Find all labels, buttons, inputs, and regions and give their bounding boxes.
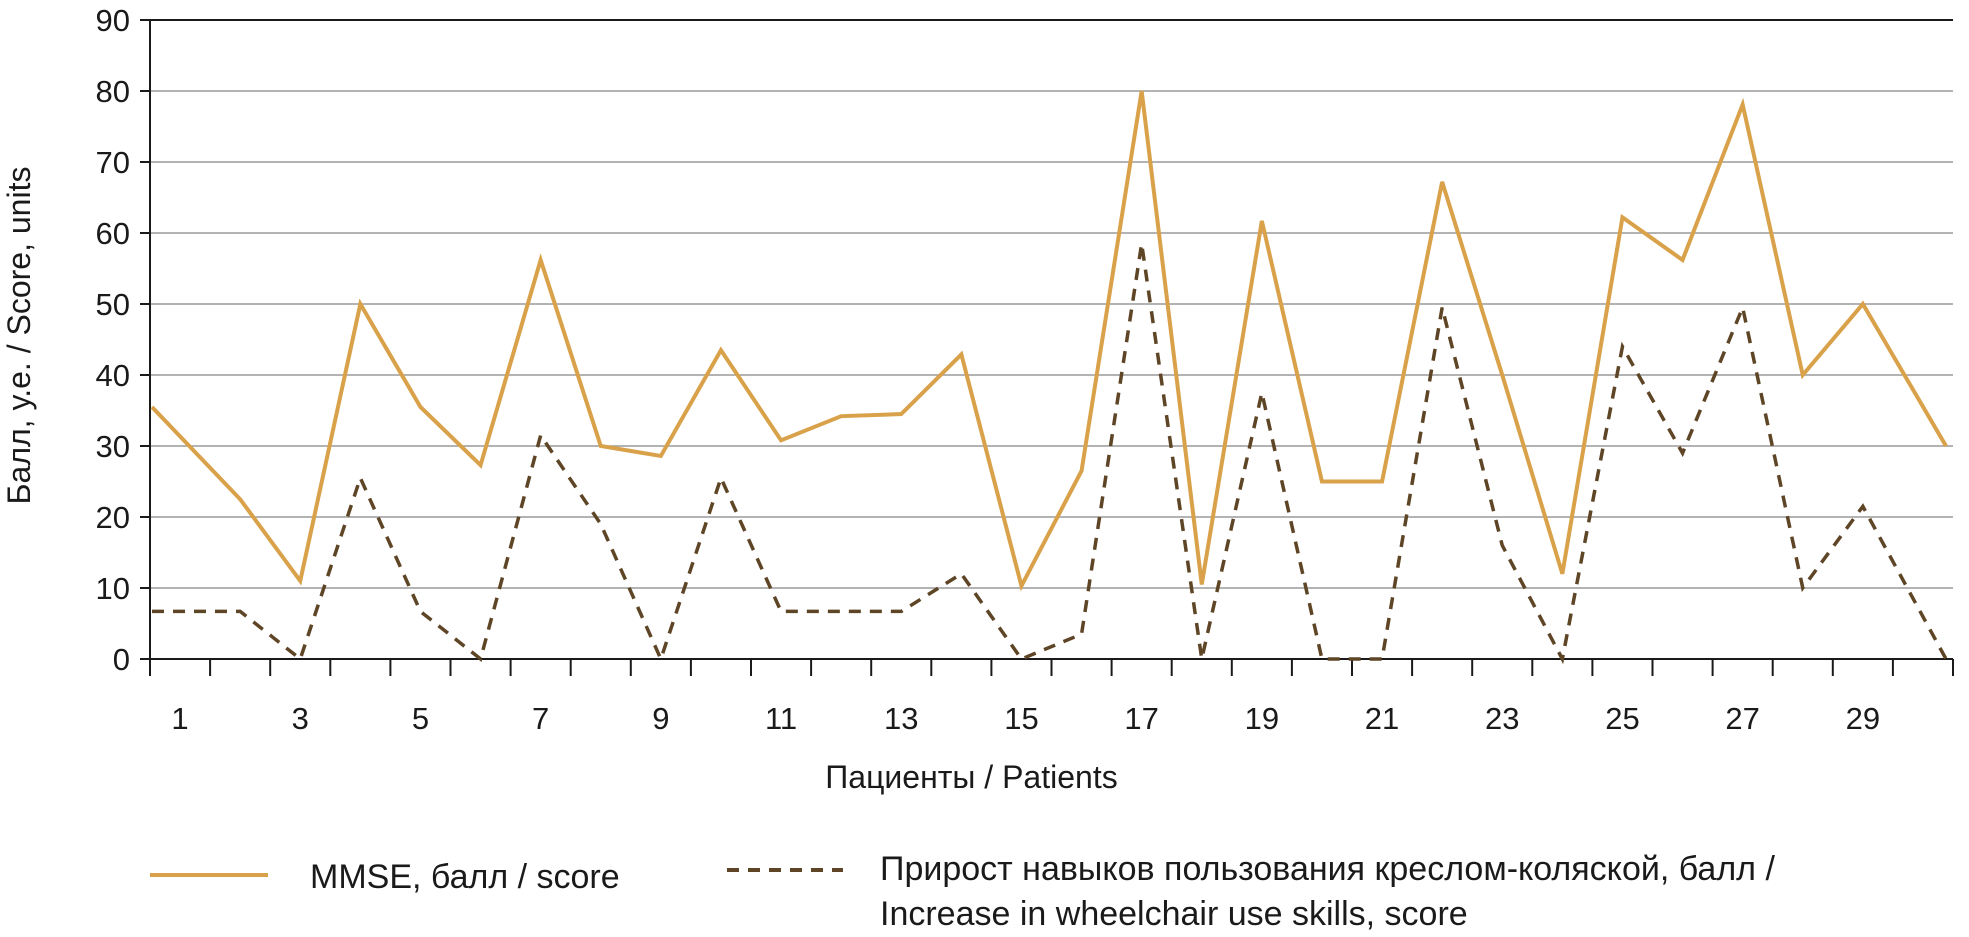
x-tick-label: 11 <box>765 701 797 736</box>
y-axis-title: Балл, у.е. / Score, units <box>1 167 37 505</box>
x-tick-label: 5 <box>412 701 429 736</box>
x-axis-title: Пациенты / Patients <box>825 759 1117 795</box>
x-tick-label: 15 <box>1004 701 1038 736</box>
y-tick-label: 70 <box>96 145 130 180</box>
y-tick-label: 60 <box>96 216 130 251</box>
x-tick-label: 17 <box>1124 701 1158 736</box>
y-tick-label: 20 <box>96 500 130 535</box>
x-tick-label: 9 <box>652 701 669 736</box>
legend-label-wheelchair-skills-line1: Прирост навыков пользования креслом-коля… <box>880 850 1775 888</box>
x-tick-label: 1 <box>171 701 188 736</box>
x-tick-labels: 1 3 5 7 9 11 13 15 17 19 21 23 25 27 29 <box>149 659 1954 736</box>
x-tick-label: 3 <box>292 701 309 736</box>
y-tick-label: 80 <box>96 74 130 109</box>
legend-item-mmse: MMSE, балл / score <box>150 858 620 896</box>
legend-label-mmse: MMSE, балл / score <box>310 858 620 896</box>
series-line-mmse <box>150 90 1948 592</box>
data-series <box>150 90 1948 665</box>
y-tick-label: 10 <box>96 571 130 606</box>
axes <box>149 19 1953 660</box>
legend-item-wheelchair-skills: Прирост навыков пользования креслом-коля… <box>727 850 1775 933</box>
y-tick-label: 40 <box>96 358 130 393</box>
x-tick-label: 23 <box>1485 701 1519 736</box>
x-tick-label: 13 <box>884 701 918 736</box>
y-tick-label: 0 <box>113 642 130 677</box>
x-tick-label: 19 <box>1245 701 1279 736</box>
y-tick-label: 30 <box>96 429 130 464</box>
x-tick-label: 29 <box>1846 701 1880 736</box>
y-tick-labels: 0 10 20 30 40 50 60 70 80 90 <box>96 3 150 677</box>
legend-label-wheelchair-skills-line2: Increase in wheelchair use skills, score <box>880 895 1468 933</box>
x-tick-label: 21 <box>1365 701 1399 736</box>
x-tick-label: 7 <box>532 701 549 736</box>
x-tick-label: 25 <box>1605 701 1639 736</box>
x-tick-label: 27 <box>1725 701 1759 736</box>
y-tick-label: 50 <box>96 287 130 322</box>
gridlines <box>150 90 1953 589</box>
series-line-wheelchair-skills <box>152 243 1948 665</box>
legend: MMSE, балл / score Прирост навыков польз… <box>150 850 1775 933</box>
y-tick-label: 90 <box>96 3 130 38</box>
